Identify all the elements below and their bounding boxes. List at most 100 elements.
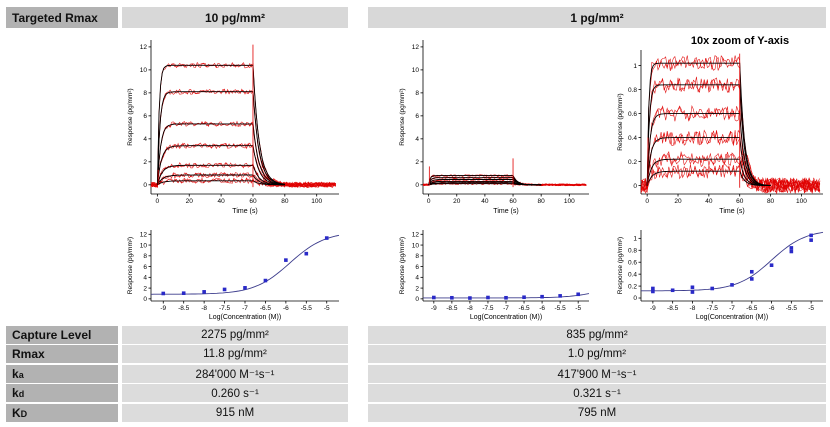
svg-text:-7: -7 bbox=[242, 305, 248, 312]
row-label-text: K bbox=[12, 406, 21, 420]
svg-text:10: 10 bbox=[140, 67, 148, 74]
svg-text:Response (pg/mm²): Response (pg/mm²) bbox=[127, 237, 134, 294]
svg-text:Response (pg/mm²): Response (pg/mm²) bbox=[399, 237, 406, 294]
svg-text:10: 10 bbox=[412, 242, 420, 249]
svg-text:-9: -9 bbox=[160, 305, 166, 312]
svg-text:0: 0 bbox=[633, 183, 637, 190]
svg-text:-9: -9 bbox=[650, 305, 656, 312]
svg-text:-5: -5 bbox=[808, 305, 814, 312]
svg-text:0: 0 bbox=[427, 198, 431, 205]
targeted-rmax-header-label: Targeted Rmax bbox=[6, 7, 118, 28]
row-label-sub: a bbox=[18, 369, 24, 380]
svg-text:-6: -6 bbox=[769, 305, 775, 312]
svg-text:Time (s): Time (s) bbox=[719, 208, 744, 215]
row-label-text: k bbox=[12, 386, 19, 400]
svg-text:-8: -8 bbox=[690, 305, 696, 312]
column-header-10pg: 10 pg/mm² bbox=[122, 7, 348, 28]
svg-text:40: 40 bbox=[217, 198, 225, 205]
svg-text:-6.5: -6.5 bbox=[260, 305, 272, 312]
svg-text:60: 60 bbox=[736, 198, 744, 205]
svg-text:-8: -8 bbox=[201, 305, 207, 312]
svg-text:Time (s): Time (s) bbox=[232, 208, 257, 215]
KD-10pg-value: 915 nM bbox=[122, 404, 348, 422]
sens-10pg-svg: 0 20 40 60 80 100 0 2 4 6 8 10 12 Time (s) Response (p… bbox=[127, 40, 339, 215]
svg-text:0: 0 bbox=[633, 295, 637, 302]
column-header-1pg: 1 pg/mm² bbox=[368, 7, 826, 28]
svg-text:80: 80 bbox=[767, 198, 775, 205]
svg-text:8: 8 bbox=[415, 90, 419, 97]
svg-text:-6: -6 bbox=[539, 305, 545, 312]
svg-text:0.4: 0.4 bbox=[628, 135, 637, 142]
svg-text:0.8: 0.8 bbox=[628, 247, 637, 254]
svg-text:Log(Concentration (M)): Log(Concentration (M)) bbox=[209, 314, 281, 321]
svg-text:-6.5: -6.5 bbox=[518, 305, 530, 312]
svg-text:2: 2 bbox=[143, 285, 147, 292]
svg-text:80: 80 bbox=[538, 198, 546, 205]
sensorgram-1pg: 0 20 40 60 80 100 0 2 4 6 8 10 12 Time (s) Response (p… bbox=[396, 32, 594, 216]
row-label-sub: d bbox=[18, 388, 25, 399]
capture-level-10pg-value: 2275 pg/mm² bbox=[122, 326, 348, 344]
svg-text:1: 1 bbox=[633, 236, 637, 243]
svg-text:40: 40 bbox=[481, 198, 489, 205]
row-label-sub: D bbox=[20, 408, 28, 419]
svg-text:2: 2 bbox=[415, 285, 419, 292]
svg-text:0.8: 0.8 bbox=[628, 87, 637, 94]
svg-text:-5: -5 bbox=[324, 305, 330, 312]
svg-text:10x zoom of Y-axis: 10x zoom of Y-axis bbox=[691, 35, 789, 47]
svg-text:-7: -7 bbox=[729, 305, 735, 312]
svg-text:2: 2 bbox=[415, 159, 419, 166]
svg-text:8: 8 bbox=[415, 253, 419, 260]
row-label-rmax: Rmax bbox=[6, 345, 118, 363]
dose-response-1pg-zoom: -9 -8.5 -8 -7.5 -7 -6.5 -6 -5.5 -5 0 0.2 0.4 0.6 0.8 1… bbox=[614, 222, 828, 322]
svg-text:80: 80 bbox=[281, 198, 289, 205]
svg-text:12: 12 bbox=[412, 44, 420, 51]
svg-text:12: 12 bbox=[412, 232, 420, 239]
svg-text:0: 0 bbox=[645, 198, 649, 205]
row-label-text: Rmax bbox=[12, 347, 45, 361]
svg-text:60: 60 bbox=[509, 198, 517, 205]
svg-text:Response (pg/mm²): Response (pg/mm²) bbox=[127, 88, 134, 145]
svg-text:0: 0 bbox=[156, 198, 160, 205]
svg-text:-7.5: -7.5 bbox=[482, 305, 494, 312]
svg-text:Response (pg/mm²): Response (pg/mm²) bbox=[617, 237, 624, 294]
svg-text:-9: -9 bbox=[431, 305, 437, 312]
svg-text:1: 1 bbox=[633, 63, 637, 70]
kd-1pg-value: 0.321 s⁻¹ bbox=[368, 384, 826, 402]
svg-text:4: 4 bbox=[415, 136, 419, 143]
svg-text:0: 0 bbox=[143, 182, 147, 189]
kd-10pg-value: 0.260 s⁻¹ bbox=[122, 384, 348, 402]
svg-text:-7.5: -7.5 bbox=[219, 305, 231, 312]
svg-text:10: 10 bbox=[412, 67, 420, 74]
sens-1pg-zoom-svg: 0 20 40 60 80 100 0 0.2 0.4 0.6 0.8 1 Time (s) Respon… bbox=[617, 35, 823, 215]
rmax-1pg-value: 1.0 pg/mm² bbox=[368, 345, 826, 363]
svg-text:0.6: 0.6 bbox=[628, 111, 637, 118]
svg-text:0.2: 0.2 bbox=[628, 283, 637, 290]
sensorgram-10pg: 0 20 40 60 80 100 0 2 4 6 8 10 12 Time (s) Response (p… bbox=[124, 32, 344, 216]
svg-text:100: 100 bbox=[796, 198, 807, 205]
svg-text:4: 4 bbox=[143, 136, 147, 143]
KD-1pg-value: 795 nM bbox=[368, 404, 826, 422]
svg-text:6: 6 bbox=[415, 264, 419, 271]
svg-text:0.4: 0.4 bbox=[628, 271, 637, 278]
row-label-text: k bbox=[12, 367, 19, 381]
svg-text:0.6: 0.6 bbox=[628, 259, 637, 266]
svg-text:20: 20 bbox=[186, 198, 194, 205]
dose-response-1pg: -9 -8.5 -8 -7.5 -7 -6.5 -6 -5.5 -5 0 2 4 6 8 10 12 Log(C… bbox=[396, 222, 594, 322]
svg-text:40: 40 bbox=[705, 198, 713, 205]
svg-text:-7: -7 bbox=[503, 305, 509, 312]
svg-text:4: 4 bbox=[415, 275, 419, 282]
svg-text:20: 20 bbox=[453, 198, 461, 205]
svg-text:20: 20 bbox=[674, 198, 682, 205]
svg-text:6: 6 bbox=[143, 113, 147, 120]
dose-1pg-svg: -9 -8.5 -8 -7.5 -7 -6.5 -6 -5.5 -5 0 2 4 6 8 10 12 Log(C… bbox=[399, 230, 590, 321]
svg-text:0: 0 bbox=[415, 296, 419, 303]
dose-10pg-svg: -9 -8.5 -8 -7.5 -7 -6.5 -6 -5.5 -5 0 2 4 6 8 10 12 Log(C… bbox=[127, 230, 340, 321]
dose-1pg-zoom-svg: -9 -8.5 -8 -7.5 -7 -6.5 -6 -5.5 -5 0 0.2 0.4 0.6 0.8 1… bbox=[617, 230, 824, 321]
svg-text:-8.5: -8.5 bbox=[446, 305, 458, 312]
svg-text:-5.5: -5.5 bbox=[301, 305, 313, 312]
svg-text:-8: -8 bbox=[467, 305, 473, 312]
svg-text:6: 6 bbox=[415, 113, 419, 120]
svg-text:12: 12 bbox=[140, 44, 148, 51]
svg-text:-7.5: -7.5 bbox=[707, 305, 719, 312]
